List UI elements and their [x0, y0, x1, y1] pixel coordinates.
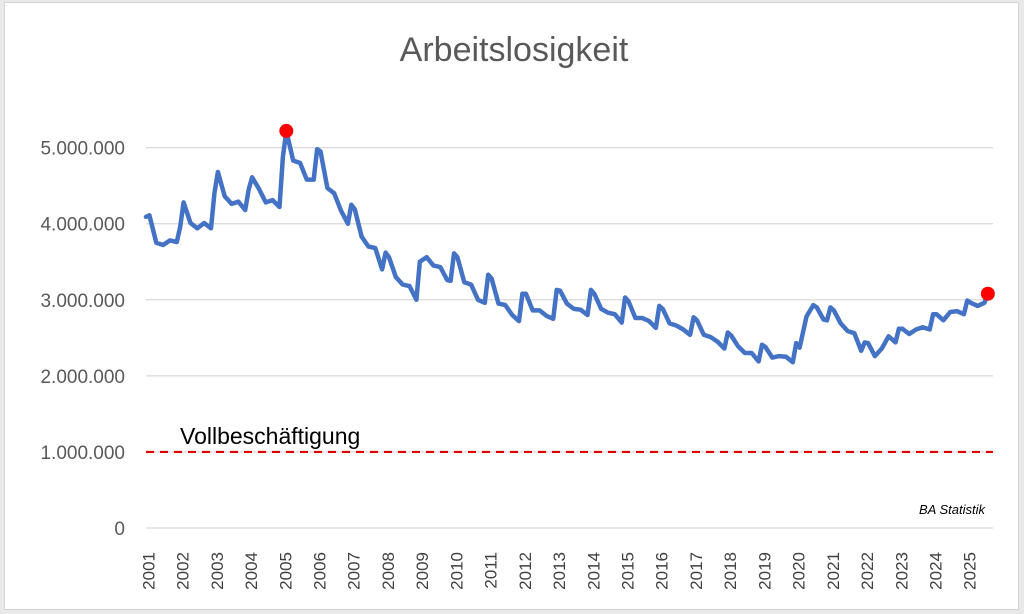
series-group [143, 128, 991, 365]
reference-line-label: Vollbeschäftigung [180, 423, 360, 449]
x-tick-label: 2017 [687, 552, 706, 590]
x-tick-label: 2012 [516, 552, 535, 590]
line-chart: Arbeitslosigkeit 0 1.000.000 2.000.000 3.00… [40, 31, 995, 590]
x-tick-label: 2014 [584, 552, 603, 590]
x-tick-label: 2018 [721, 552, 740, 590]
highlight-points [279, 123, 995, 301]
x-tick-label: 2019 [755, 552, 774, 590]
x-tick-label: 2004 [242, 552, 261, 590]
y-tick-label: 2.000.000 [40, 367, 125, 388]
y-axis-ticks: 0 1.000.000 2.000.000 3.000.000 4.000.000 5.0… [40, 139, 125, 540]
x-tick-label: 2022 [858, 552, 877, 590]
x-tick-label: 2013 [550, 552, 569, 590]
y-tick-label: 4.000.000 [40, 215, 125, 236]
x-axis-ticks: 2001 2002 2003 2004 2005 2006 2007 2008 2009 2010… [139, 552, 979, 590]
x-tick-label: 2006 [311, 552, 330, 590]
source-annotation: BA Statistik [919, 502, 986, 517]
x-tick-label: 2003 [208, 552, 227, 590]
series-line [143, 128, 991, 365]
chart-title: Arbeitslosigkeit [400, 31, 629, 69]
y-tick-label: 0 [114, 519, 125, 540]
chart-frame: Arbeitslosigkeit 0 1.000.000 2.000.000 3.00… [4, 2, 1019, 610]
reference-line-group: Vollbeschäftigung [146, 423, 993, 454]
x-tick-label: 2025 [961, 552, 980, 590]
x-tick-label: 2024 [927, 552, 946, 590]
x-tick-label: 2002 [174, 552, 193, 590]
highlight-point [980, 286, 995, 301]
y-tick-label: 5.000.000 [40, 139, 125, 160]
x-tick-label: 2015 [619, 552, 638, 590]
gridlines [146, 146, 993, 529]
x-tick-label: 2001 [139, 552, 158, 590]
x-tick-label: 2005 [276, 552, 295, 590]
x-tick-label: 2023 [892, 552, 911, 590]
x-tick-label: 2016 [653, 552, 672, 590]
x-tick-label: 2010 [447, 552, 466, 590]
x-tick-label: 2020 [790, 552, 809, 590]
x-tick-label: 2021 [824, 552, 843, 590]
x-tick-label: 2008 [379, 552, 398, 590]
x-tick-label: 2007 [345, 552, 364, 590]
x-tick-label: 2011 [482, 552, 501, 589]
highlight-point [279, 123, 294, 138]
y-tick-label: 1.000.000 [40, 443, 125, 464]
y-tick-label: 3.000.000 [40, 291, 125, 312]
x-tick-label: 2009 [413, 552, 432, 590]
